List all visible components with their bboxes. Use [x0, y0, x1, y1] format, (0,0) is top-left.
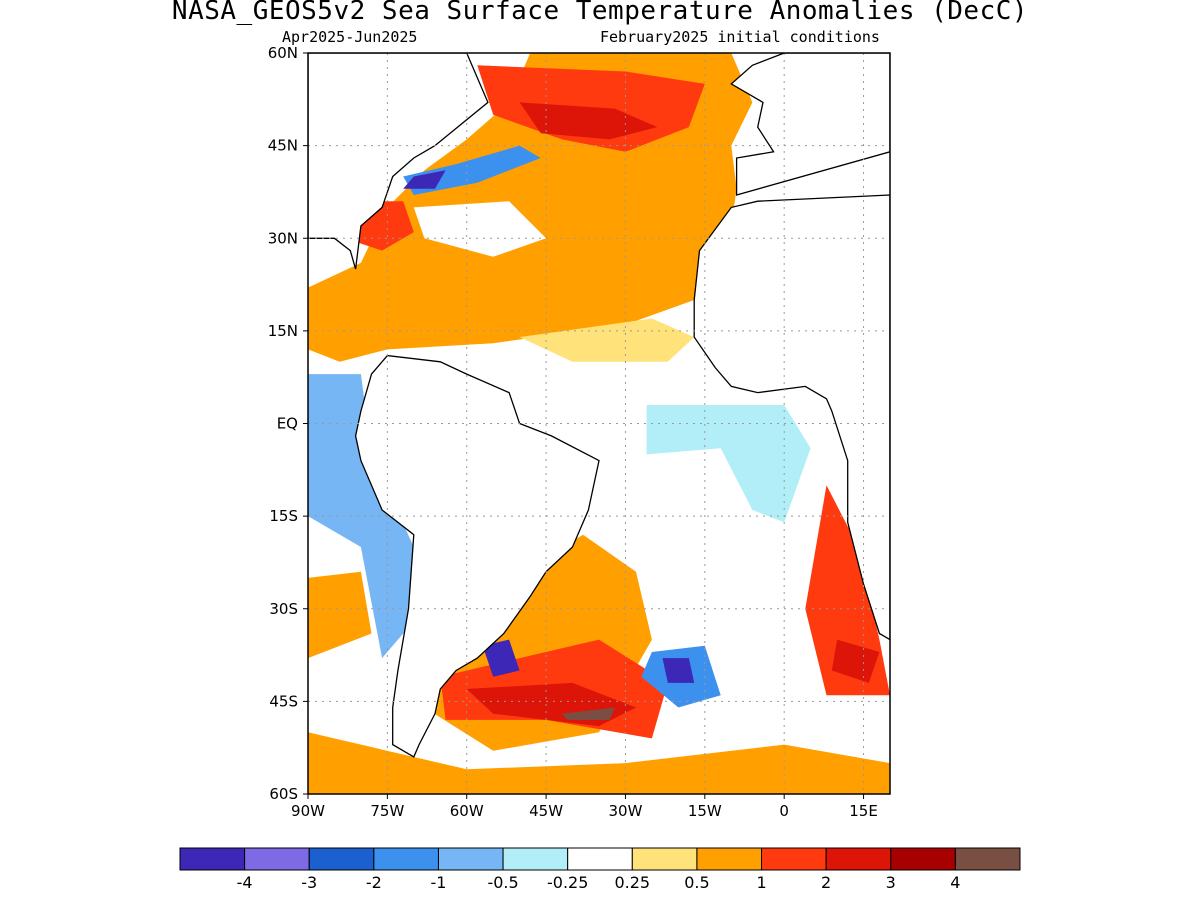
europe-land	[730, 53, 890, 196]
colorbar-swatch	[761, 847, 827, 871]
benguela-warm-region	[805, 485, 890, 696]
colorbar-label: -0.25	[547, 873, 588, 892]
lat-tick-label: 15S	[269, 507, 298, 525]
colorbar-swatch	[567, 847, 633, 871]
colorbar-swatch	[308, 847, 375, 871]
lat-tick-label: 60N	[268, 44, 298, 62]
colorbar-swatch	[696, 847, 763, 871]
lat-tick-label: 15N	[268, 322, 298, 340]
colorbar-label: -4	[237, 873, 253, 892]
lat-tick-label: EQ	[277, 415, 298, 433]
lon-tick-label: 60W	[450, 802, 484, 820]
map-title: NASA_GEOS5v2 Sea Surface Temperature Ano…	[171, 0, 1029, 26]
africa-land	[693, 194, 890, 641]
colorbar-label: 1	[756, 873, 766, 892]
colorbar-swatch	[502, 847, 569, 871]
colorbar-swatch	[244, 847, 310, 871]
tropical-yellow-region	[519, 318, 695, 362]
brazil-cold-region	[482, 639, 520, 677]
mid-s-atlantic-cold-region	[662, 658, 695, 683]
cape-cod-cold-region	[403, 170, 446, 189]
pacific-lightblue-region	[308, 374, 414, 659]
colorbar-label: 0.5	[684, 873, 709, 892]
colorbar-swatch	[631, 847, 698, 871]
colorbar-label: 4	[950, 873, 960, 892]
lat-tick-label: 60S	[269, 785, 298, 803]
lon-tick-label: 75W	[370, 802, 404, 820]
pacific-warm-region	[308, 571, 372, 659]
axis-ticks: 90W 75W 60W 45W 30W 15W 0 15E 60N 45N 30N 15N EQ 15S 3…	[268, 44, 878, 820]
s-atlantic-max-region	[562, 707, 615, 720]
lon-tick-label: 45W	[529, 802, 563, 820]
mid-atlantic-neutral-region	[413, 201, 547, 257]
north-america-land	[308, 53, 489, 270]
colorbar-label: -1	[430, 873, 446, 892]
lon-tick-label: 90W	[291, 802, 325, 820]
south-warm-band-region	[308, 732, 890, 794]
colorbar-swatch	[179, 847, 246, 871]
anomaly-regions	[308, 53, 890, 794]
lat-tick-label: 45S	[269, 692, 298, 710]
colorbar-label: 3	[886, 873, 896, 892]
graticule	[308, 53, 890, 794]
lon-tick-label: 30W	[608, 802, 642, 820]
colorbar-label: 0.25	[614, 873, 650, 892]
eq-lightblue-region	[646, 405, 811, 523]
lat-tick-label: 30N	[268, 229, 298, 247]
lat-tick-label: 30S	[269, 600, 298, 618]
initial-conditions: February2025 initial conditions	[600, 28, 880, 46]
lon-tick-label: 0	[779, 802, 789, 820]
south-america-land	[354, 354, 600, 758]
colorbar-swatch	[437, 847, 504, 871]
lon-tick-label: 15E	[849, 802, 878, 820]
colorbar: -4 -3 -2 -1 -0.5 -0.25 0.25 0.5 1 2 3 4	[179, 847, 1021, 892]
land-masses	[308, 53, 890, 758]
colorbar-label: -3	[301, 873, 317, 892]
colorbar-label: 2	[821, 873, 831, 892]
colorbar-label: -0.5	[487, 873, 518, 892]
colorbar-swatch	[825, 847, 892, 871]
colorbar-swatch	[890, 847, 956, 871]
colorbar-label: -2	[366, 873, 382, 892]
colorbar-swatch	[954, 847, 1021, 871]
n-atlantic-core-region	[519, 102, 658, 140]
benguela-core-region	[831, 639, 880, 683]
lat-tick-label: 45N	[268, 137, 298, 155]
lon-tick-label: 15W	[688, 802, 722, 820]
forecast-period: Apr2025-Jun2025	[282, 28, 418, 46]
colorbar-swatch	[373, 847, 439, 871]
